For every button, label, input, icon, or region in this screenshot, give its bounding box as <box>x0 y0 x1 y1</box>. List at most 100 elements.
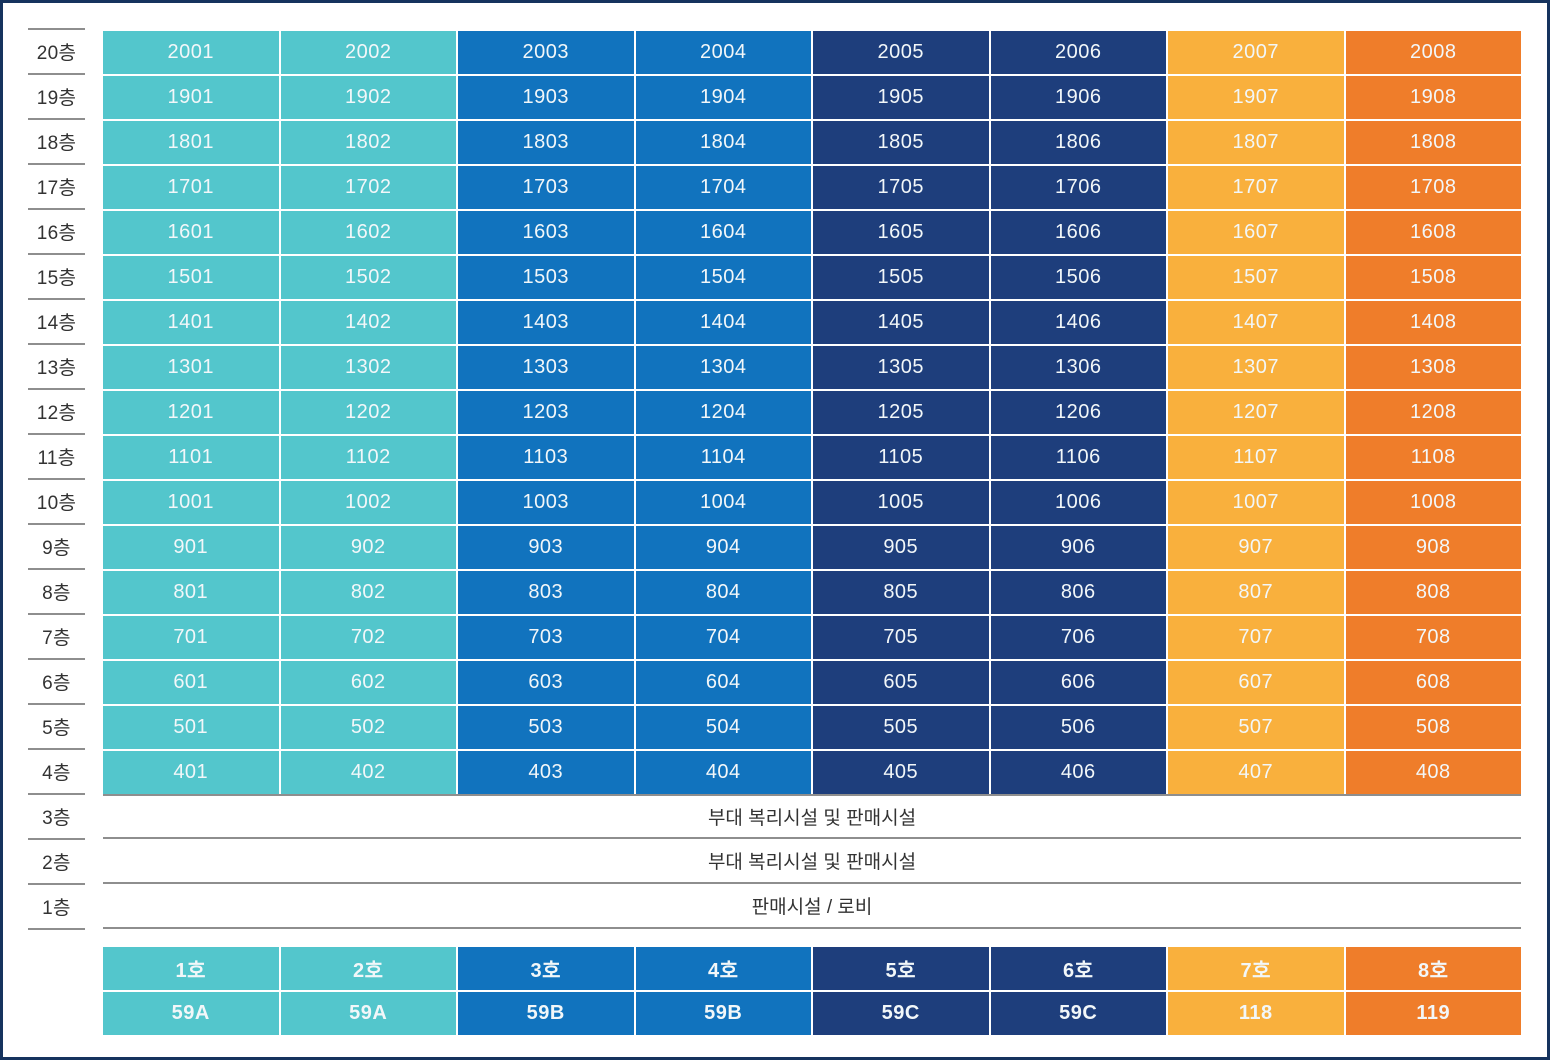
unit-cell: 902 <box>280 526 456 569</box>
unit-cell: 1408 <box>1345 301 1521 344</box>
unit-cell: 1405 <box>813 301 989 344</box>
unit-cell: 404 <box>635 751 811 794</box>
legend-unit-type: 59C <box>990 992 1166 1035</box>
unit-cell: 601 <box>103 661 279 704</box>
floor-label: 17층 <box>28 163 85 208</box>
legend-unit-type: 59A <box>103 992 279 1035</box>
unit-cell: 1604 <box>635 211 811 254</box>
unit-cell: 2003 <box>458 31 634 74</box>
unit-cell: 2004 <box>635 31 811 74</box>
unit-cell: 504 <box>635 706 811 749</box>
unit-cell: 1901 <box>103 76 279 119</box>
unit-cell: 1904 <box>635 76 811 119</box>
unit-cell: 1903 <box>458 76 634 119</box>
floor-label: 1층 <box>28 883 85 928</box>
floor-label: 9층 <box>28 523 85 568</box>
unit-cell: 1806 <box>990 121 1166 164</box>
unit-cell: 805 <box>813 571 989 614</box>
unit-cell: 1704 <box>635 166 811 209</box>
legend-unit-type: 59B <box>635 992 811 1035</box>
unit-cell: 707 <box>1168 616 1344 659</box>
legend-unit-type: 119 <box>1345 992 1521 1035</box>
unit-cell: 502 <box>280 706 456 749</box>
unit-cell: 1105 <box>813 436 989 479</box>
facility-row: 부대 복리시설 및 판매시설 <box>103 794 1521 839</box>
unit-cell: 408 <box>1345 751 1521 794</box>
legend-unit-name: 1호 <box>103 947 279 990</box>
floor-label: 16층 <box>28 208 85 253</box>
unit-cell: 803 <box>458 571 634 614</box>
floor-label: 2층 <box>28 838 85 883</box>
unit-cell: 1802 <box>280 121 456 164</box>
unit-cell: 1608 <box>1345 211 1521 254</box>
unit-cell: 1803 <box>458 121 634 164</box>
unit-cell: 1208 <box>1345 391 1521 434</box>
facility-row: 판매시설 / 로비 <box>103 884 1521 929</box>
unit-cell: 802 <box>280 571 456 614</box>
unit-cell: 406 <box>990 751 1166 794</box>
unit-cell: 1302 <box>280 346 456 389</box>
unit-cell: 407 <box>1168 751 1344 794</box>
unit-cell: 1003 <box>458 481 634 524</box>
floor-label: 7층 <box>28 613 85 658</box>
unit-cell: 2001 <box>103 31 279 74</box>
unit-cell: 1907 <box>1168 76 1344 119</box>
legend-unit-name: 7호 <box>1168 947 1344 990</box>
unit-cell: 1207 <box>1168 391 1344 434</box>
floor-label: 15층 <box>28 253 85 298</box>
unit-cell: 1508 <box>1345 256 1521 299</box>
unit-cell: 702 <box>280 616 456 659</box>
unit-grid: 2001 2002 2003 2004 2005 2006 2007 2008 1901 1902… <box>103 31 1521 794</box>
unit-cell: 1205 <box>813 391 989 434</box>
floor-label: 4층 <box>28 748 85 793</box>
unit-cell: 1007 <box>1168 481 1344 524</box>
unit-cell: 1708 <box>1345 166 1521 209</box>
unit-cell: 1602 <box>280 211 456 254</box>
unit-cell: 508 <box>1345 706 1521 749</box>
floor-label: 19층 <box>28 73 85 118</box>
floor-label: 14층 <box>28 298 85 343</box>
floor-label: 13층 <box>28 343 85 388</box>
floor-label-column: 20층 19층 18층 17층 16층 15층 14층 13층 12층 11층 10층 9층 8층 7층 6… <box>28 28 85 930</box>
legend-unit-name: 4호 <box>635 947 811 990</box>
unit-cell: 1707 <box>1168 166 1344 209</box>
unit-cell: 1808 <box>1345 121 1521 164</box>
unit-cell: 1005 <box>813 481 989 524</box>
unit-cell: 604 <box>635 661 811 704</box>
unit-cell: 1401 <box>103 301 279 344</box>
unit-cell: 1001 <box>103 481 279 524</box>
unit-cell: 807 <box>1168 571 1344 614</box>
unit-cell: 1303 <box>458 346 634 389</box>
unit-cell: 1705 <box>813 166 989 209</box>
floor-label: 10층 <box>28 478 85 523</box>
unit-cell: 704 <box>635 616 811 659</box>
unit-cell: 1804 <box>635 121 811 164</box>
floor-label: 11층 <box>28 433 85 478</box>
unit-cell: 602 <box>280 661 456 704</box>
unit-cell: 1301 <box>103 346 279 389</box>
unit-cell: 1306 <box>990 346 1166 389</box>
unit-cell: 608 <box>1345 661 1521 704</box>
unit-cell: 605 <box>813 661 989 704</box>
unit-cell: 2002 <box>280 31 456 74</box>
unit-cell: 705 <box>813 616 989 659</box>
legend-unit-name: 5호 <box>813 947 989 990</box>
unit-cell: 906 <box>990 526 1166 569</box>
unit-cell: 1203 <box>458 391 634 434</box>
unit-cell: 401 <box>103 751 279 794</box>
unit-cell: 1201 <box>103 391 279 434</box>
facility-row: 부대 복리시설 및 판매시설 <box>103 839 1521 884</box>
unit-cell: 1902 <box>280 76 456 119</box>
unit-cell: 1101 <box>103 436 279 479</box>
unit-cell: 1406 <box>990 301 1166 344</box>
unit-cell: 1102 <box>280 436 456 479</box>
unit-cell: 2006 <box>990 31 1166 74</box>
unit-cell: 1108 <box>1345 436 1521 479</box>
unit-cell: 507 <box>1168 706 1344 749</box>
unit-cell: 908 <box>1345 526 1521 569</box>
unit-cell: 1503 <box>458 256 634 299</box>
floor-label: 6층 <box>28 658 85 703</box>
floor-label: 5층 <box>28 703 85 748</box>
unit-cell: 1703 <box>458 166 634 209</box>
